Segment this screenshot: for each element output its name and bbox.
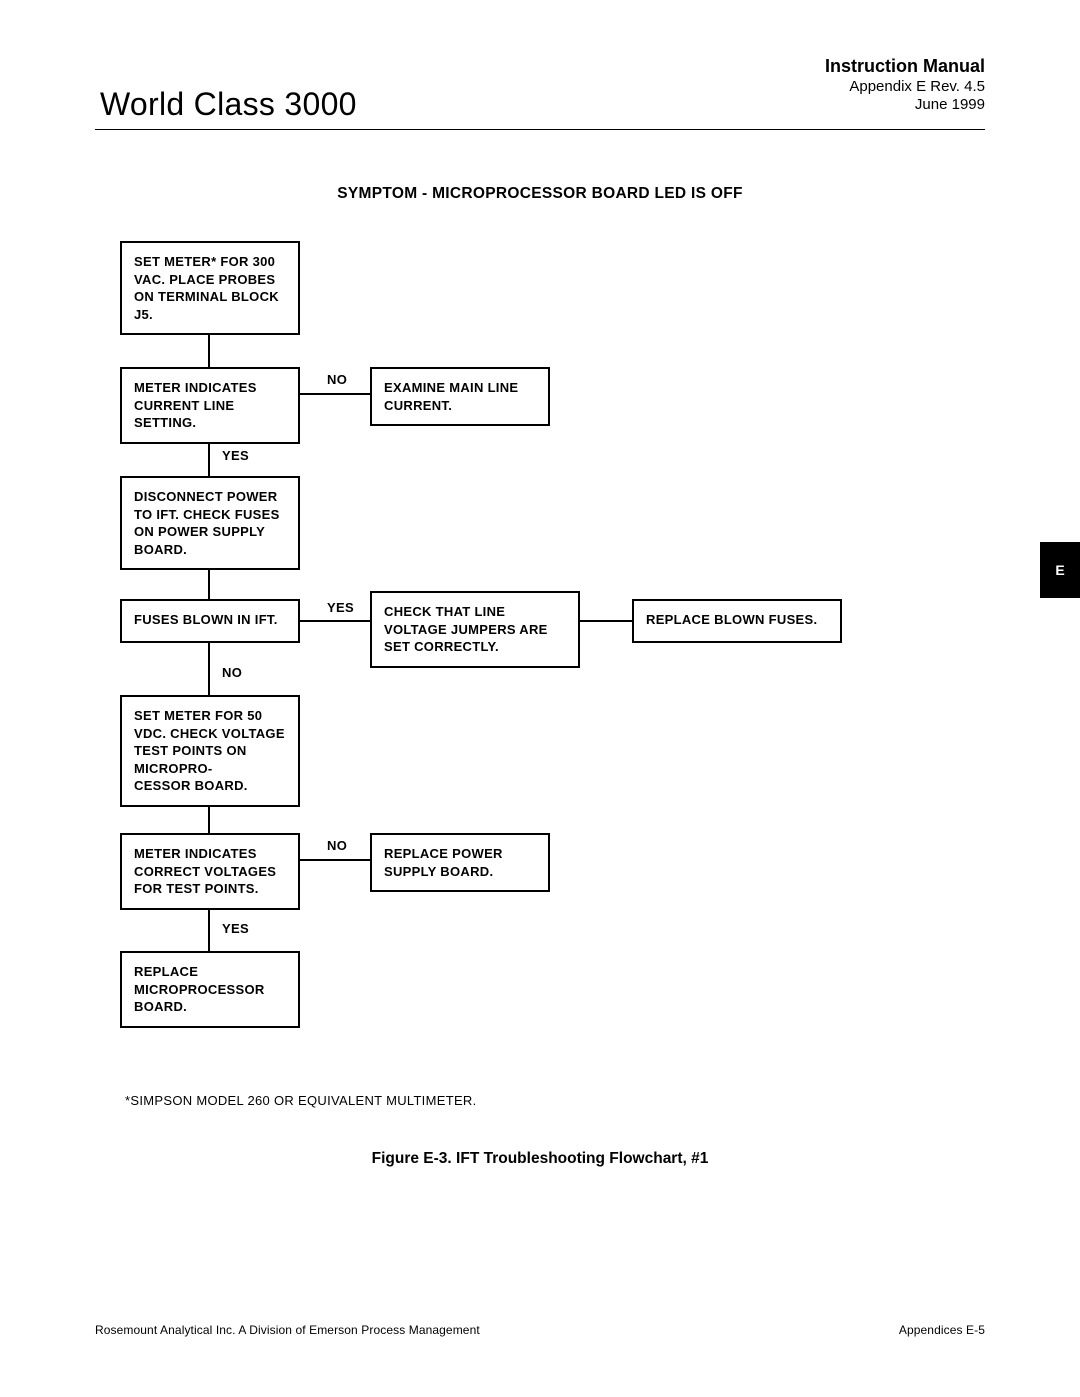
- flow-node-n4: DISCONNECT POWER TO IFT. CHECK FUSES ON …: [120, 476, 300, 570]
- flow-node-n11: REPLACE MICROPROCESSOR BOARD.: [120, 951, 300, 1028]
- flow-edge: [580, 620, 632, 622]
- figure-caption: Figure E-3. IFT Troubleshooting Flowchar…: [95, 1150, 985, 1168]
- flow-edge-label: NO: [325, 838, 349, 853]
- flow-edge: [300, 620, 370, 622]
- flow-node-n1: SET METER* FOR 300 VAC. PLACE PROBES ON …: [120, 241, 300, 335]
- footer-company: Rosemount Analytical Inc. A Division of …: [95, 1323, 480, 1337]
- flow-edge-label: NO: [325, 372, 349, 387]
- product-title: World Class 3000: [100, 86, 357, 123]
- flow-edge-label: NO: [220, 665, 244, 680]
- flow-node-n9: METER INDICATES CORRECT VOLTAGES FOR TES…: [120, 833, 300, 910]
- flow-node-n2: METER INDICATES CURRENT LINE SETTING.: [120, 367, 300, 444]
- flow-node-n3: EXAMINE MAIN LINE CURRENT.: [370, 367, 550, 426]
- footnote: *SIMPSON MODEL 260 OR EQUIVALENT MULTIME…: [125, 1093, 985, 1108]
- page-header: World Class 3000 Instruction Manual Appe…: [95, 55, 985, 130]
- flow-edge-label: YES: [325, 600, 356, 615]
- manual-title: Instruction Manual: [825, 55, 985, 78]
- manual-date: June 1999: [825, 96, 985, 115]
- flow-edge: [208, 643, 210, 695]
- flowchart: SET METER* FOR 300 VAC. PLACE PROBES ON …: [120, 241, 985, 1061]
- header-right: Instruction Manual Appendix E Rev. 4.5 J…: [825, 55, 985, 115]
- flow-node-n6: CHECK THAT LINE VOLTAGE JUMPERS ARE SET …: [370, 591, 580, 668]
- flow-node-n8: SET METER FOR 50 VDC. CHECK VOLTAGE TEST…: [120, 695, 300, 807]
- page: World Class 3000 Instruction Manual Appe…: [0, 0, 1080, 1397]
- symptom-heading: SYMPTOM - MICROPROCESSOR BOARD LED IS OF…: [95, 185, 985, 203]
- flow-node-n5: FUSES BLOWN IN IFT.: [120, 599, 300, 643]
- flow-edge-label: YES: [220, 921, 251, 936]
- flow-edge: [300, 859, 370, 861]
- footer-pageref: Appendices E-5: [899, 1323, 985, 1337]
- flow-node-n7: REPLACE BLOWN FUSES.: [632, 599, 842, 643]
- flow-edge-label: YES: [220, 448, 251, 463]
- page-footer: Rosemount Analytical Inc. A Division of …: [95, 1323, 985, 1337]
- flow-node-n10: REPLACE POWER SUPPLY BOARD.: [370, 833, 550, 892]
- appendix-rev: Appendix E Rev. 4.5: [825, 78, 985, 97]
- flow-edge: [300, 393, 370, 395]
- appendix-tab: E: [1040, 542, 1080, 598]
